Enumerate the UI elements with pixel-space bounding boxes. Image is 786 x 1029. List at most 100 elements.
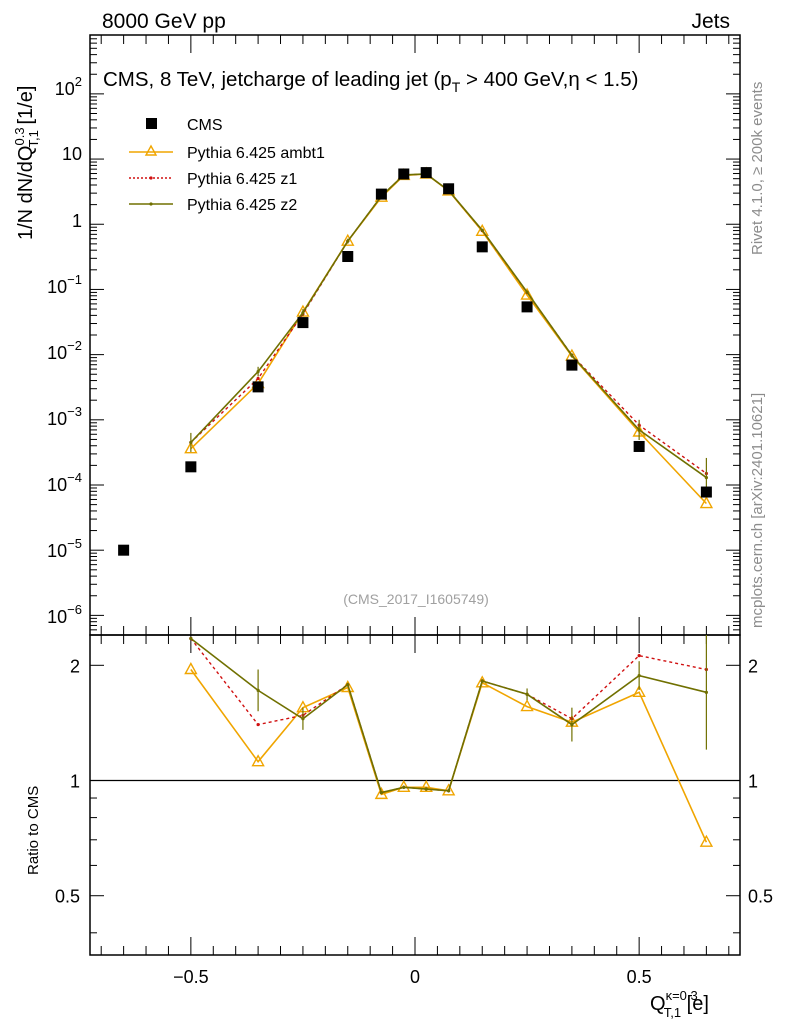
y-tick-label-1e-6: 10−6 [47, 602, 82, 627]
ratio-y-axis-title: Ratio to CMS [25, 786, 42, 875]
cms-data-point [443, 183, 455, 195]
ratio-marker-2 [637, 673, 641, 678]
legend-ambt1-label: Pythia 6.425 ambt1 [187, 145, 325, 162]
ratio-marker-2 [525, 692, 529, 696]
ratio-y-tick-label: 1 [70, 772, 80, 792]
data-layer [90, 166, 740, 847]
series-marker-0 [184, 441, 198, 454]
cms-data-point [252, 381, 264, 393]
y-tick-label-1e-4: 10−4 [47, 470, 82, 495]
ratio-marker-0 [419, 779, 433, 792]
series-marker-2 [346, 239, 350, 243]
ratio-marker-0 [632, 684, 646, 698]
side-label-top: Rivet 4.1.0, ≥ 200k events [749, 82, 766, 255]
cms-data-point [398, 168, 410, 180]
series-marker-2 [480, 228, 484, 232]
y-tick-label-1: 1 [72, 211, 82, 231]
ratio-y-tick-labels: 0.5 0.5 1 1 2 2 [55, 656, 773, 906]
y-tick-label-10: 10 [62, 144, 82, 164]
y-tick-label-1e-3: 10−3 [47, 404, 82, 429]
legend-z1-label: Pythia 6.425 z1 [187, 171, 297, 188]
legend-cms-marker [146, 118, 157, 129]
ratio-marker-2 [402, 785, 406, 789]
ratio-marker-2 [570, 722, 574, 727]
legend-z2-label: Pythia 6.425 z2 [187, 197, 297, 214]
series-marker-2 [570, 353, 574, 358]
legend-z1-marker [149, 176, 153, 180]
series-marker-2 [637, 428, 641, 432]
series-marker-1 [256, 376, 260, 381]
series-marker-2 [301, 311, 305, 315]
watermark: (CMS_2017_I1605749) [343, 591, 489, 607]
ratio-y-tick-label-right: 0.5 [748, 887, 773, 907]
y-axis-title: 1/N dN/dQ0.3T,1 [1/e] [12, 86, 41, 240]
header-left: 8000 GeV pp [102, 10, 226, 33]
series-marker-2 [525, 290, 529, 294]
series-line-1 [190, 173, 707, 475]
side-label-bottom: mcplots.cern.ch [arXiv:2401.10621] [749, 393, 766, 628]
cms-data-point [633, 440, 645, 452]
cms-data-point [118, 544, 130, 556]
ratio-y-tick-label-right: 2 [748, 656, 758, 676]
ratio-y-tick-label-right: 1 [748, 772, 758, 792]
ratio-line-0 [190, 669, 708, 843]
legend: CMS Pythia 6.425 ambt1 Pythia 6.425 z1 P… [129, 117, 325, 214]
x-tick-label: 0 [410, 967, 420, 987]
series-marker-0 [341, 233, 355, 246]
cms-data-point [375, 188, 387, 200]
ratio-marker-2 [704, 690, 708, 694]
chart-title: CMS, 8 TeV, jetcharge of leading jet (pT… [103, 68, 638, 95]
cms-data-point [521, 301, 533, 313]
cms-data-point [566, 359, 578, 371]
axis-ticks [90, 34, 740, 955]
ratio-line-2 [190, 637, 707, 794]
y-tick-label-1e-2: 10−2 [47, 338, 82, 363]
ratio-marker-0 [520, 699, 534, 712]
ratio-marker-2 [424, 787, 428, 791]
x-axis-title: Qκ=0.3 T,1 [e] [650, 988, 709, 1020]
legend-ambt1-marker [144, 144, 158, 156]
ratio-marker-2 [346, 683, 350, 687]
series-marker-0 [475, 223, 489, 236]
legend-cms-label: CMS [187, 117, 223, 134]
ratio-marker-2 [379, 790, 383, 795]
ratio-marker-0 [699, 834, 714, 847]
cms-data-point [342, 251, 354, 263]
cms-data-point [420, 167, 432, 179]
ratio-y-tick-label: 2 [70, 656, 80, 676]
legend-z2-marker [149, 202, 153, 206]
y-tick-label-100: 102 [55, 74, 82, 99]
ratio-marker-0 [251, 754, 265, 767]
series-marker-2 [704, 475, 708, 480]
y-tick-label-1e-1: 10−1 [47, 272, 82, 297]
y-tick-labels: 102 10 1 10−1 10−2 10−3 10−4 10−5 10−6 [47, 74, 82, 627]
ratio-marker-2 [480, 679, 484, 683]
ratio-y-tick-label: 0.5 [55, 887, 80, 907]
ratio-marker-2 [189, 636, 193, 641]
series-line-2 [190, 173, 707, 479]
series-line-0 [190, 173, 707, 505]
x-tick-label: −0.5 [173, 967, 209, 987]
ratio-panel-frame [89, 634, 741, 956]
y-tick-label-1e-5: 10−5 [47, 536, 82, 561]
ratio-marker-1 [256, 722, 260, 727]
ratio-marker-2 [301, 717, 305, 721]
ratio-marker-0 [184, 662, 198, 675]
cms-data-point [476, 241, 488, 253]
ratio-marker-0 [397, 779, 411, 792]
ratio-marker-2 [447, 789, 451, 793]
ratio-marker-0 [374, 786, 389, 800]
x-tick-labels: −0.5 0 0.5 [173, 967, 652, 987]
series-marker-0 [699, 496, 714, 509]
series-marker-2 [256, 369, 260, 374]
cms-data-point [297, 317, 309, 329]
series-marker-2 [189, 440, 193, 445]
cms-data-point [185, 461, 197, 473]
ratio-marker-2 [256, 688, 260, 692]
series-marker-0 [520, 287, 534, 300]
header-right: Jets [691, 10, 730, 33]
ratio-line-1 [190, 638, 707, 794]
cms-data-point [700, 486, 712, 498]
